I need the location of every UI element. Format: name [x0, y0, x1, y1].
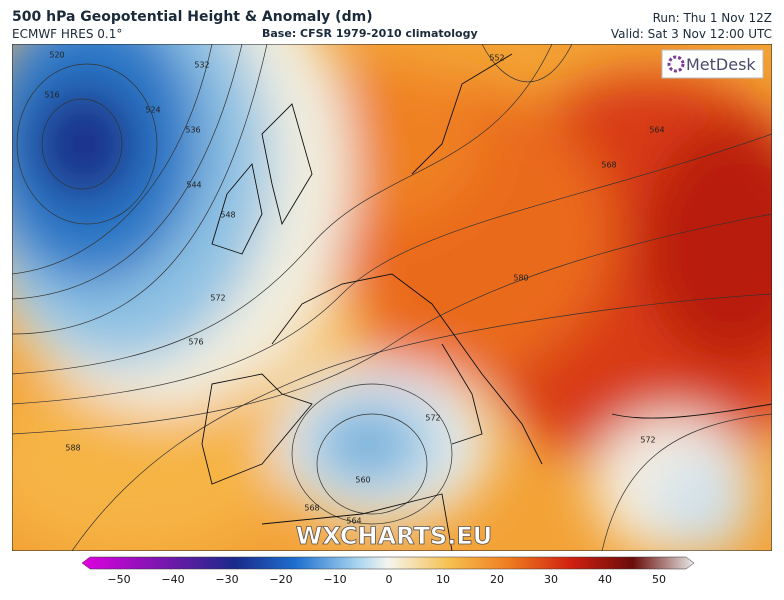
contour-label: 536: [185, 126, 200, 135]
contour-label: 572: [425, 414, 440, 423]
colorbar-tick-label: 30: [544, 573, 558, 586]
logo: MetDesk: [686, 55, 756, 74]
contour-label: 568: [601, 161, 616, 170]
contour-label: 572: [210, 294, 225, 303]
colorbar-tick-label: 50: [652, 573, 666, 586]
contour-label: 532: [194, 61, 209, 70]
contour-label: 564: [649, 126, 664, 135]
contour-label: 520: [49, 51, 64, 60]
colorbar-tick-label: −30: [215, 573, 239, 586]
title: 500 hPa Geopotential Height & Anomaly (d…: [12, 9, 373, 25]
valid: Valid: Sat 3 Nov 12:00 UTC: [610, 27, 772, 41]
contour-label: 568: [304, 504, 319, 513]
colorbar-tick-label: −20: [269, 573, 293, 586]
colorbar: [82, 556, 694, 570]
colorbar-tick-label: −40: [161, 573, 185, 586]
colorbar-tick-label: 40: [598, 573, 612, 586]
map: 520 516 532 524 536 544 548 552 564 568 …: [12, 44, 772, 551]
run: Run: Thu 1 Nov 12Z: [652, 11, 772, 25]
model: ECMWF HRES 0.1°: [12, 27, 123, 41]
contour-label: 548: [220, 211, 235, 220]
contour-label: 552: [489, 54, 504, 63]
logo-box: [661, 49, 764, 79]
contour-label: 564: [346, 517, 361, 526]
contours: [12, 44, 772, 551]
contour-label: 516: [44, 91, 59, 100]
contour-label: 524: [145, 106, 160, 115]
contour-label: 588: [65, 444, 80, 453]
anomaly-field: [12, 44, 772, 551]
colorbar-tick-label: 0: [385, 573, 393, 586]
colorbar-tick-label: −10: [323, 573, 347, 586]
contour-label: 576: [188, 338, 203, 347]
contour-label: 580: [513, 274, 528, 283]
colorbar-tick-label: −50: [107, 573, 131, 586]
contour-label: 572: [640, 436, 655, 445]
base: Base: CFSR 1979-2010 climatology: [262, 27, 478, 40]
contour-label: 544: [186, 181, 201, 190]
coastlines: [201, 53, 772, 551]
watermark: WXCHARTS.EU: [296, 522, 492, 550]
logo-icon: [667, 55, 685, 73]
colorbar-tick-label: 10: [436, 573, 450, 586]
contour-label: 560: [355, 476, 370, 485]
colorbar-tick-label: 20: [490, 573, 504, 586]
